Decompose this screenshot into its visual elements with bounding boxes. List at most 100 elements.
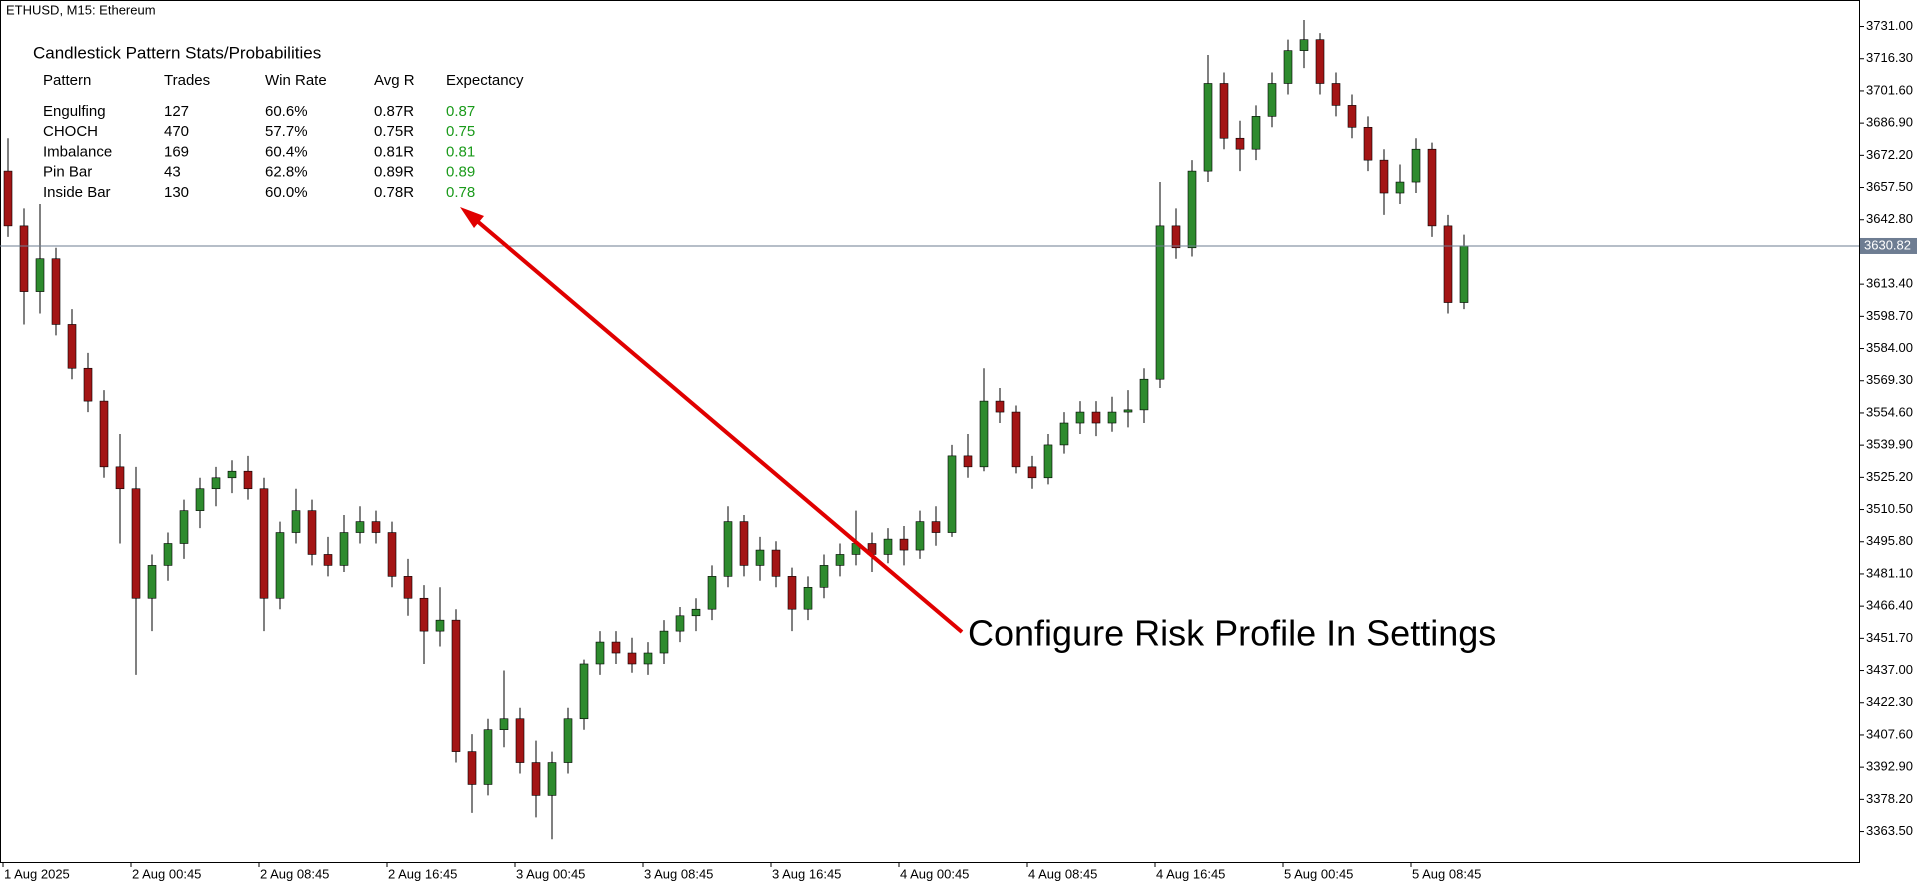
candle-body bbox=[1203, 83, 1213, 172]
y-tick-label: 3363.50 bbox=[1866, 823, 1913, 838]
candle-body bbox=[707, 576, 717, 610]
table-cell: CHOCH bbox=[43, 123, 98, 140]
candle-body bbox=[1331, 83, 1341, 106]
candle-body bbox=[547, 762, 557, 796]
candle-body bbox=[883, 538, 893, 555]
candle-body bbox=[339, 532, 349, 566]
x-tick-label: 4 Aug 16:45 bbox=[1156, 866, 1225, 881]
table-cell: 62.8% bbox=[265, 164, 308, 181]
table-cell: 0.75R bbox=[374, 123, 414, 140]
candle-body bbox=[915, 521, 925, 551]
candle-body bbox=[115, 466, 125, 490]
candle-body bbox=[323, 554, 333, 566]
table-cell: 43 bbox=[164, 164, 181, 181]
candle-body bbox=[1171, 225, 1181, 249]
candle-body bbox=[419, 597, 429, 632]
y-tick-label: 3686.90 bbox=[1866, 115, 1913, 130]
table-cell: 127 bbox=[164, 103, 189, 120]
y-tick-label: 3495.80 bbox=[1866, 533, 1913, 548]
candle-body bbox=[51, 258, 61, 325]
candle-body bbox=[387, 532, 397, 577]
candle-body bbox=[611, 641, 621, 654]
plot: 3363.50 3378.20 3392.90 3407.60 3422.30 3437.… bbox=[0, 18, 1917, 881]
candle-body bbox=[1123, 409, 1133, 413]
candle-body bbox=[1267, 83, 1277, 117]
x-tick-label: 4 Aug 00:45 bbox=[900, 866, 969, 881]
current-price-label: 3630.82 bbox=[1864, 237, 1911, 252]
candle-body bbox=[723, 521, 733, 577]
annotation-arrow bbox=[468, 213, 964, 634]
y-tick-label: 3642.80 bbox=[1866, 211, 1913, 226]
candle-body bbox=[3, 170, 13, 227]
y-tick-label: 3510.50 bbox=[1866, 501, 1913, 516]
candle-body bbox=[1299, 39, 1309, 51]
candle-body bbox=[227, 470, 237, 479]
candle-body bbox=[179, 510, 189, 544]
candle-body bbox=[307, 510, 317, 555]
stats-panel: Candlestick Pattern Stats/Probabilities … bbox=[33, 43, 524, 200]
candle-body bbox=[403, 576, 413, 599]
candle-body bbox=[1075, 411, 1085, 424]
table-cell: 0.89R bbox=[374, 164, 414, 181]
candle-body bbox=[19, 225, 29, 292]
candle-body bbox=[1011, 411, 1021, 468]
candle-body bbox=[691, 608, 701, 617]
candle-body bbox=[995, 400, 1005, 413]
candle-body bbox=[979, 400, 989, 468]
candle-body bbox=[787, 576, 797, 610]
x-tick-label: 3 Aug 16:45 bbox=[772, 866, 841, 881]
current-price-box bbox=[1860, 237, 1917, 254]
table-cell: 0.81 bbox=[446, 143, 475, 160]
y-tick-label: 3466.40 bbox=[1866, 598, 1913, 613]
y-tick-label: 3569.30 bbox=[1866, 372, 1913, 387]
candle-body bbox=[1283, 50, 1293, 84]
stats-title: Candlestick Pattern Stats/Probabilities bbox=[33, 43, 321, 62]
candle-body bbox=[243, 470, 253, 490]
candle-body bbox=[1443, 225, 1453, 303]
column-header: Pattern bbox=[43, 72, 91, 89]
candle-body bbox=[1027, 466, 1037, 479]
candle-body bbox=[371, 521, 381, 533]
x-tick-label: 2 Aug 08:45 bbox=[260, 866, 329, 881]
table-cell: 60.6% bbox=[265, 103, 308, 120]
table-cell: 0.81R bbox=[374, 143, 414, 160]
candle-body bbox=[1363, 126, 1373, 161]
candle-body bbox=[1315, 39, 1325, 84]
candle-body bbox=[131, 488, 141, 599]
table-cell: 60.4% bbox=[265, 143, 308, 160]
candle-body bbox=[291, 510, 301, 533]
table-cell: Inside Bar bbox=[43, 184, 111, 201]
candle-body bbox=[1091, 411, 1101, 424]
candle-body bbox=[755, 549, 765, 566]
table-cell: 0.87R bbox=[374, 103, 414, 120]
candle-body bbox=[1347, 105, 1357, 128]
y-tick-label: 3437.00 bbox=[1866, 662, 1913, 677]
candle-body bbox=[355, 521, 365, 533]
candle-body bbox=[195, 488, 205, 511]
table-cell: Imbalance bbox=[43, 143, 112, 160]
candle-body bbox=[675, 615, 685, 632]
candle-body bbox=[579, 663, 589, 720]
column-header: Win Rate bbox=[265, 72, 327, 89]
y-tick-label: 3716.30 bbox=[1866, 50, 1913, 65]
table-cell: 57.7% bbox=[265, 123, 308, 140]
table-cell: 0.75 bbox=[446, 123, 475, 140]
y-tick-label: 3422.30 bbox=[1866, 694, 1913, 709]
candle-body bbox=[803, 587, 813, 610]
y-tick-label: 3407.60 bbox=[1866, 726, 1913, 741]
candle-body bbox=[83, 367, 93, 402]
y-tick-label: 3525.20 bbox=[1866, 469, 1913, 484]
candle-body bbox=[499, 718, 509, 730]
candle-body bbox=[435, 619, 445, 632]
y-tick-label: 3598.70 bbox=[1866, 308, 1913, 323]
table-cell: 169 bbox=[164, 143, 189, 160]
table-cell: 470 bbox=[164, 123, 189, 140]
candle-body bbox=[627, 652, 637, 665]
annotation: Configure Risk Profile In Settings bbox=[968, 613, 1496, 654]
candle-body bbox=[163, 543, 173, 566]
x-tick-label: 2 Aug 00:45 bbox=[132, 866, 201, 881]
candle-body bbox=[899, 538, 909, 551]
candle-body bbox=[1107, 411, 1117, 424]
